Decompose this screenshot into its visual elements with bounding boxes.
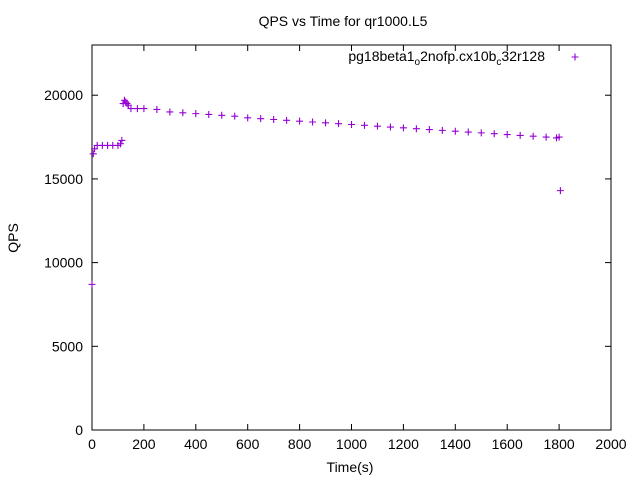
x-tick-label: 1600 [492,436,523,452]
x-tick-label: 400 [184,436,208,452]
data-point [153,105,161,113]
x-tick-label: 1800 [544,436,575,452]
y-tick-label: 10000 [44,255,83,271]
x-tick-label: 0 [88,436,96,452]
data-point [529,132,537,140]
data-point [386,123,394,131]
x-tick-label: 2000 [595,436,626,452]
y-tick-label: 15000 [44,171,83,187]
data-point [490,130,498,138]
data-point [218,111,226,119]
data-point [451,127,459,135]
data-point [179,109,187,117]
data-point [309,118,317,126]
data-point [477,129,485,137]
plot-frame [91,44,612,431]
data-points [88,96,564,288]
data-point [117,140,125,148]
data-point [425,126,433,134]
data-point [166,108,174,116]
data-point [503,131,511,139]
data-point [542,133,550,141]
x-tick-label: 1400 [440,436,471,452]
data-point [231,112,239,120]
legend-subscript: c [496,57,501,68]
data-point [516,131,524,139]
legend-text-part: pg18beta1 [348,48,414,64]
x-tick-label: 600 [236,436,260,452]
legend-text-part: 32r128 [501,48,545,64]
legend-marker [571,53,579,61]
data-point [438,126,446,134]
data-point [127,105,135,113]
y-tick-label: 20000 [44,87,83,103]
data-point [412,125,420,133]
data-point [192,110,200,118]
data-point [464,128,472,136]
legend-label: pg18beta1o2nofp.cx10bc32r128 [348,48,545,68]
y-axis-label: QPS [5,223,21,253]
y-tick-label: 0 [75,422,83,438]
x-tick-label: 800 [288,436,312,452]
data-point [283,116,291,124]
data-point [205,110,213,118]
data-point [140,105,148,113]
data-point [270,115,278,123]
data-point [296,117,304,125]
legend-text-part: 2nofp.cx10b [420,48,496,64]
x-tick-label: 1000 [336,436,367,452]
x-axis-ticks: 0 200 400 600 800 1000 1200 1400 1600 1800 2000 [88,45,627,452]
chart-title: QPS vs Time for qr1000.L5 [259,13,428,29]
y-tick-label: 5000 [52,338,83,354]
data-point [399,124,407,132]
data-point [322,119,330,127]
x-tick-label: 1200 [388,436,419,452]
data-point [123,100,131,108]
data-point [88,280,96,288]
y-axis-ticks: 0 5000 10000 15000 20000 [44,87,611,438]
data-point [257,115,265,123]
data-point [348,121,355,129]
data-point [373,122,381,130]
legend-plus-marker [571,53,579,61]
legend: pg18beta1o2nofp.cx10bc32r128 [348,48,579,68]
data-point [118,136,126,144]
x-tick-label: 200 [132,436,156,452]
data-point [244,114,252,122]
data-point [133,105,141,113]
data-point [89,150,97,158]
data-point [555,133,563,141]
legend-subscript: o [415,57,421,68]
x-axis-label: Time(s) [327,459,374,475]
data-point [360,121,368,129]
data-point [556,187,564,195]
data-point [335,120,343,128]
